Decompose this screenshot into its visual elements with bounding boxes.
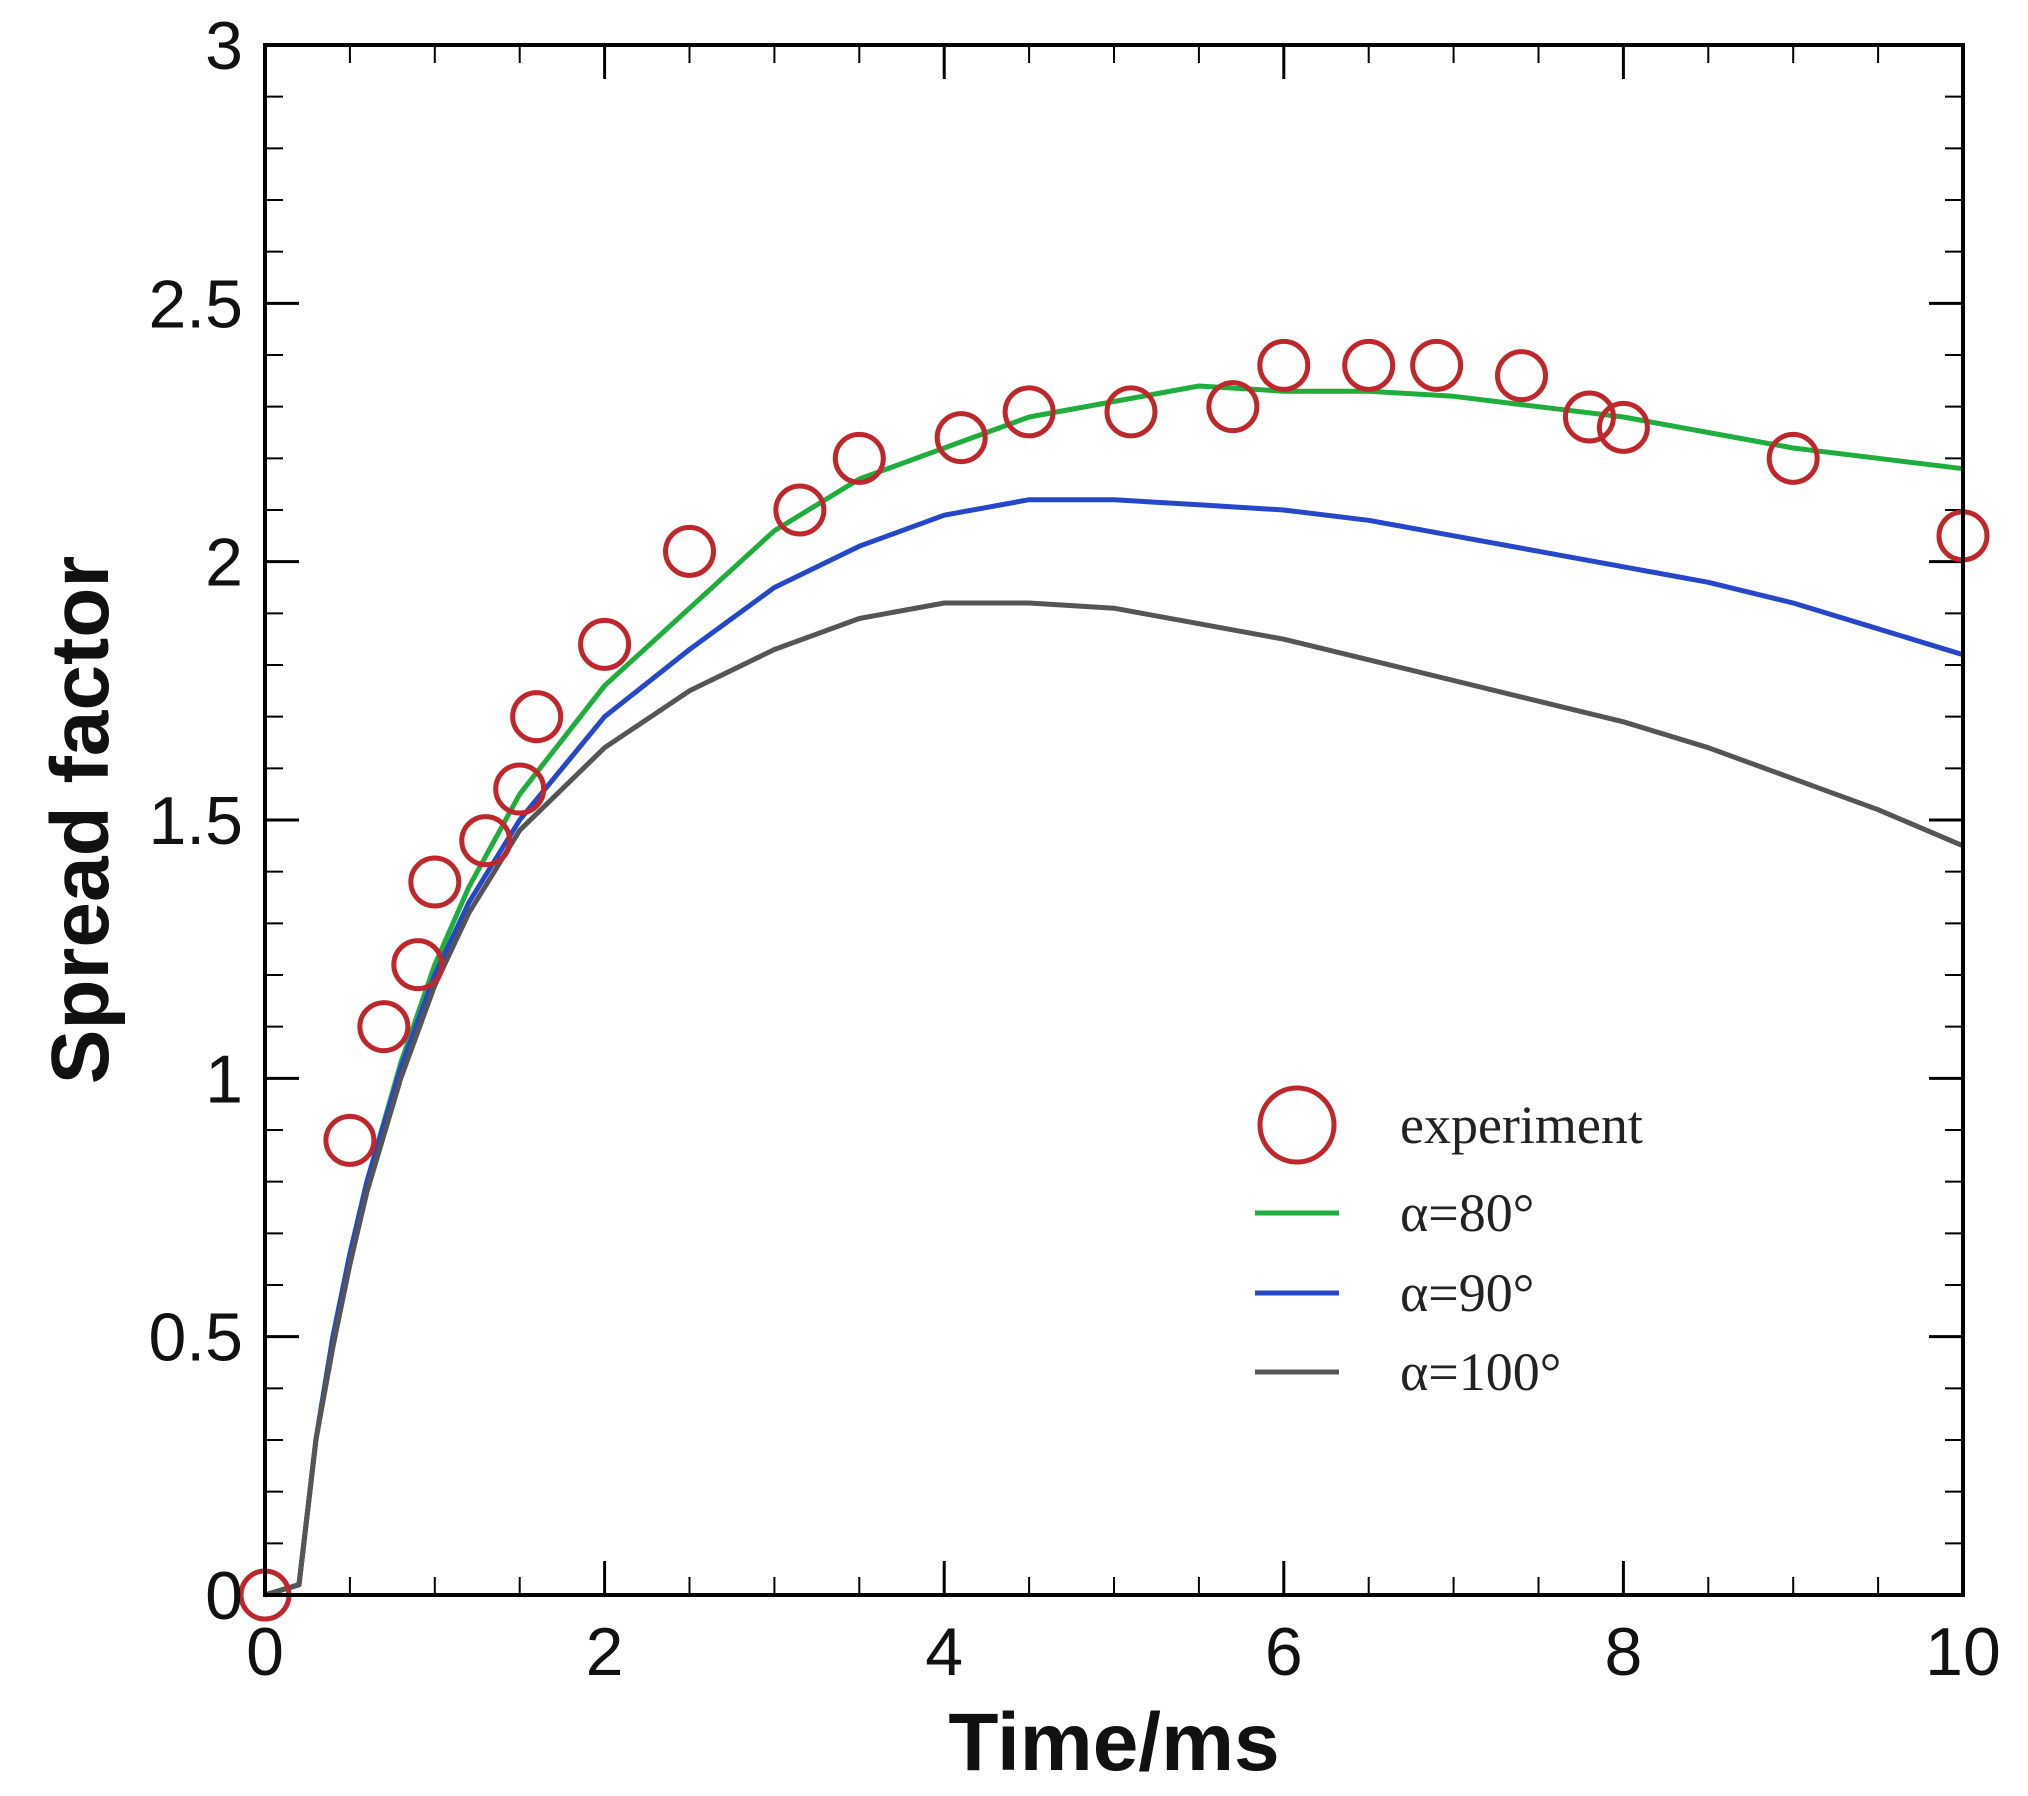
x-tick-label: 4 — [925, 1614, 963, 1690]
series-lines — [264, 383, 1964, 1598]
legend-experiment-marker — [1257, 1085, 1337, 1165]
experiment-point — [1562, 390, 1616, 444]
series-line-3 — [264, 600, 1964, 1598]
experiment-point — [1257, 338, 1311, 392]
legend-experiment-label: experiment — [1400, 1095, 1643, 1155]
experiment-point — [934, 411, 988, 465]
experiment-point — [578, 617, 632, 671]
x-tick-label: 8 — [1604, 1614, 1642, 1690]
legend-label-3: α=100° — [1400, 1342, 1561, 1402]
x-axis-title: Time/ms — [948, 1697, 1279, 1788]
y-tick-labels: 0 0.5 1 1.5 2 2.5 3 — [148, 8, 243, 1634]
y-tick-label: 1 — [205, 1041, 243, 1117]
y-tick-label: 3 — [205, 8, 243, 84]
experiment-point — [1495, 349, 1549, 403]
y-tick-label: 2 — [205, 525, 243, 601]
legend-label-2: α=90° — [1400, 1263, 1534, 1323]
experiment-point — [323, 1113, 377, 1167]
legend: experiment α=80° α=90° α=100° — [1255, 1085, 1643, 1402]
experiment-point — [459, 814, 513, 868]
x-tick-label: 10 — [1925, 1614, 2001, 1690]
y-tick-label: 2.5 — [148, 266, 243, 342]
experiment-point — [357, 1000, 411, 1054]
experiment-point — [493, 762, 547, 816]
x-tick-label: 2 — [586, 1614, 624, 1690]
experiment-point — [1410, 338, 1464, 392]
x-tick-label: 6 — [1265, 1614, 1303, 1690]
y-tick-label: 0 — [205, 1558, 243, 1634]
experiment-point — [1206, 380, 1260, 434]
experiment-point — [773, 483, 827, 537]
x-tick-labels: 0 2 4 6 8 10 — [246, 1614, 2001, 1690]
y-axis-title: Spread factor — [35, 556, 126, 1085]
y-tick-label: 1.5 — [148, 783, 243, 859]
experiment-point — [1766, 431, 1820, 485]
experiment-point — [663, 524, 716, 578]
experiment-points — [238, 338, 1990, 1622]
experiment-point — [510, 690, 564, 744]
experiment-point — [1342, 338, 1396, 392]
legend-label-1: α=80° — [1400, 1183, 1534, 1243]
experiment-point — [832, 431, 886, 485]
experiment-point — [408, 855, 462, 909]
plot-frame — [263, 43, 1965, 1597]
x-tick-label: 0 — [246, 1614, 284, 1690]
experiment-point — [1596, 400, 1650, 454]
experiment-point — [391, 938, 445, 992]
y-tick-label: 0.5 — [148, 1300, 243, 1376]
experiment-point — [1002, 385, 1056, 439]
experiment-point — [1104, 385, 1158, 439]
